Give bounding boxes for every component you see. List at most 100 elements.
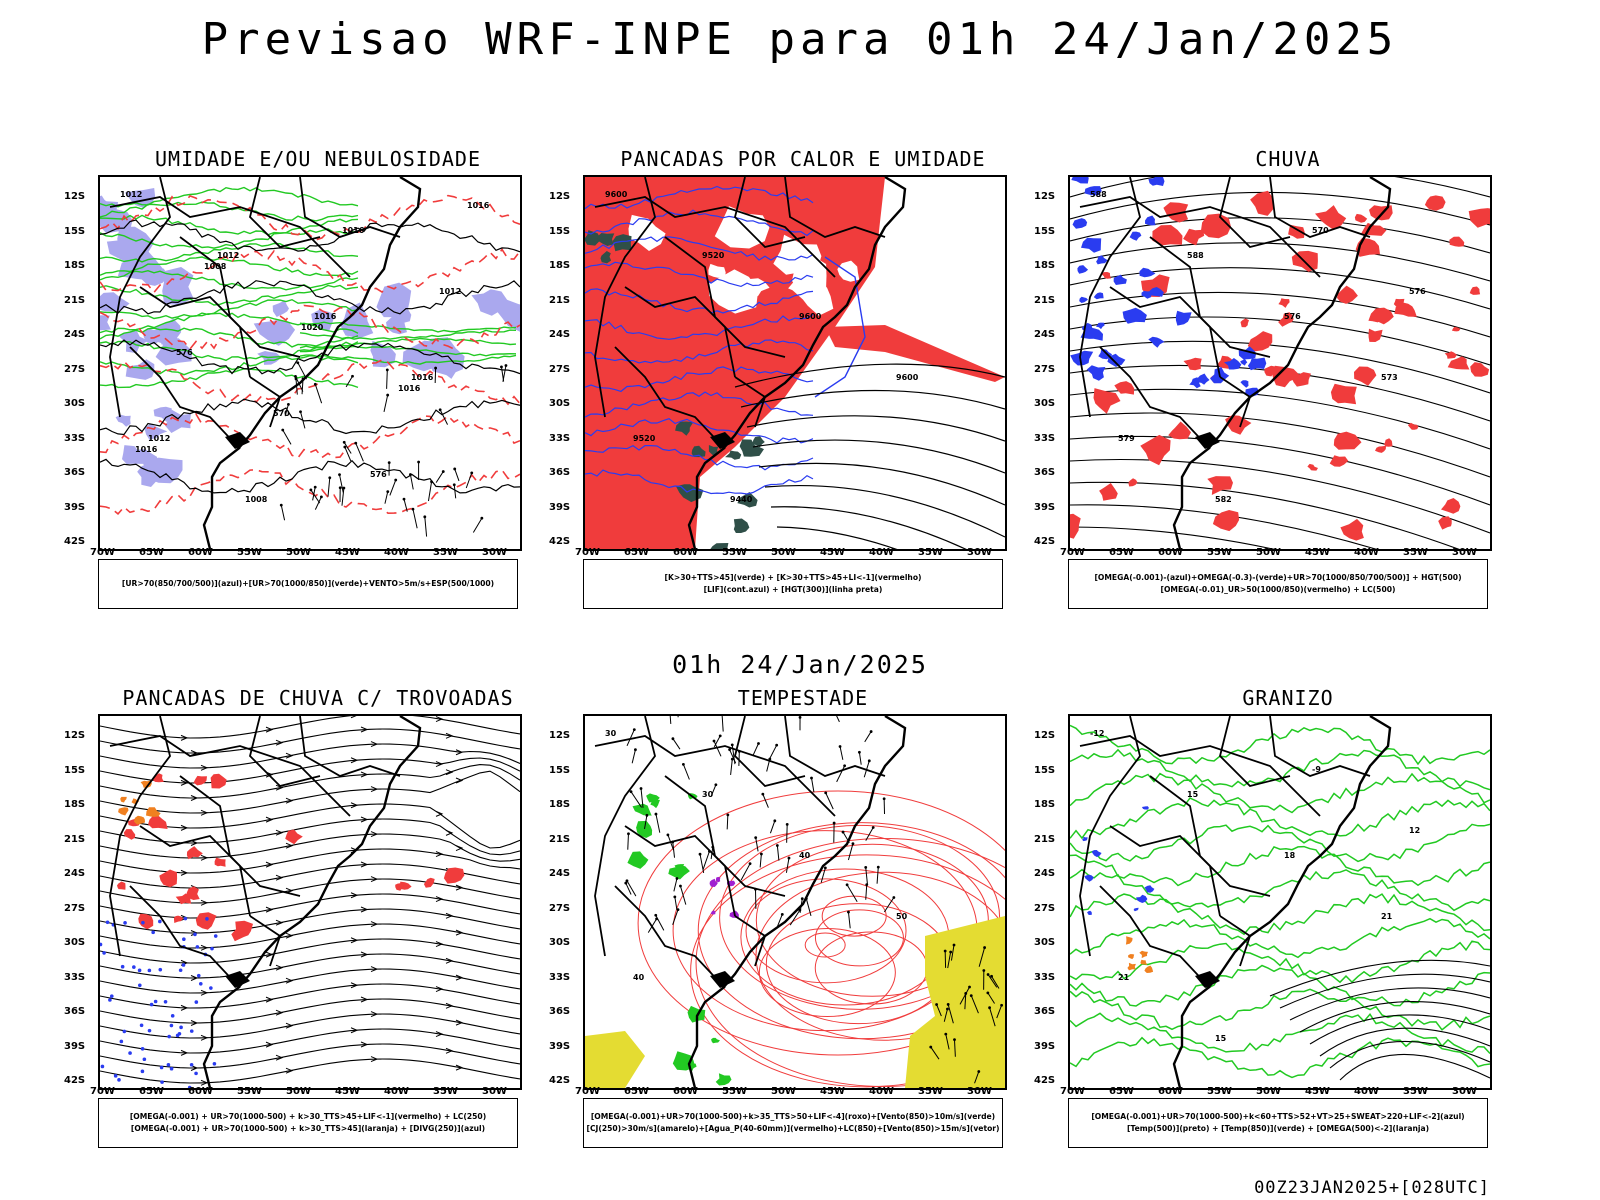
country-border xyxy=(1219,177,1291,248)
wind-vector xyxy=(847,843,854,861)
contour-label: 40 xyxy=(633,973,645,982)
divergence-dot xyxy=(159,1065,164,1070)
lat-tick-label: 33S xyxy=(1034,971,1056,983)
divergence-dot xyxy=(151,930,155,935)
lon-tick-label: 30W xyxy=(967,1086,992,1097)
rain-area-blue xyxy=(1113,274,1127,285)
contour-label: 30 xyxy=(702,790,714,799)
wind-vector xyxy=(786,824,788,843)
legend-box: [OMEGA(-0.001)+UR>70(1000-500)+k>35_TTS>… xyxy=(583,1098,1003,1148)
rain-area-blue xyxy=(1148,177,1165,186)
wind-vector-head xyxy=(864,865,868,869)
wind-vector xyxy=(776,845,780,861)
wind-vector xyxy=(930,1046,940,1060)
green-convection-area xyxy=(710,543,729,549)
lon-tick-label: 45W xyxy=(820,547,845,558)
lat-tick-label: 27S xyxy=(1034,902,1056,914)
wind-vector xyxy=(672,909,679,926)
wind-vector-head xyxy=(718,734,722,738)
legend-line: [Temp(500)](preto) + [Temp(850)](verde) … xyxy=(1126,1124,1430,1133)
streamline xyxy=(100,764,520,799)
wind-vector-head xyxy=(354,441,358,445)
rain-area xyxy=(1168,421,1191,440)
streamline xyxy=(100,716,520,739)
wind-vector-head xyxy=(624,881,628,885)
wind-vector xyxy=(702,851,710,870)
temp500-contour xyxy=(1329,1040,1490,1069)
lon-tick-label: 55W xyxy=(722,1086,747,1097)
lat-tick-label: 12S xyxy=(64,191,86,202)
wind-vector xyxy=(327,477,331,497)
streamline-arrow xyxy=(360,996,369,1003)
temp500-contour xyxy=(1299,1000,1490,1033)
temp850-contour xyxy=(1070,940,1490,984)
wind-vector-head xyxy=(453,467,457,471)
rain-area-blue xyxy=(1238,346,1257,360)
wind-vector-head xyxy=(294,375,297,378)
contour-label: 9520 xyxy=(633,434,656,443)
panel-title: CHUVA xyxy=(1255,147,1321,171)
map-frame: 588 588 576 573 579 582 570 576 xyxy=(1068,175,1492,551)
lat-tick-label: 33S xyxy=(1034,432,1056,444)
lon-tick-label: 30W xyxy=(1452,547,1477,558)
lat-tick-label: 36S xyxy=(549,1006,571,1017)
temp500-contour xyxy=(1289,987,1490,1021)
map-frame: 1012 1012 1016 1016 1012 1008 1016 1012 576 570 57… xyxy=(98,175,522,551)
thunderstorm-area xyxy=(423,877,435,888)
streamline-arrow xyxy=(200,1079,209,1086)
streamline-arrow xyxy=(200,899,209,906)
divergence-dot xyxy=(170,1014,175,1018)
wind-vector-head xyxy=(387,461,391,465)
lon-tick-label: 50W xyxy=(771,547,796,558)
streamline-arrow xyxy=(455,1019,464,1026)
contour-label: 573 xyxy=(1381,373,1398,382)
country-border xyxy=(1219,915,1252,967)
wind-vector xyxy=(789,909,801,926)
lat-tick-label: 18S xyxy=(1034,799,1056,810)
humidity-contour xyxy=(100,242,359,263)
lon-tick-label: 30W xyxy=(482,1086,507,1097)
divergence-dot xyxy=(147,1028,152,1033)
rain-area xyxy=(1444,351,1457,359)
divergence-dot xyxy=(166,1063,171,1067)
rain-area xyxy=(1247,331,1273,352)
wind-vector-head xyxy=(824,791,828,795)
precipitable-water-contour xyxy=(814,909,904,967)
wind-vector xyxy=(876,867,879,884)
thickness-contour xyxy=(100,304,520,351)
lon-tick-label: 35W xyxy=(918,547,943,558)
storm-area xyxy=(709,878,718,887)
wind-vector xyxy=(759,853,762,868)
wind-vector-head xyxy=(871,826,875,829)
thunderstorm-area xyxy=(395,883,405,891)
humidity-contour xyxy=(100,228,359,249)
country-border xyxy=(1219,716,1291,787)
streamline-arrow xyxy=(285,932,294,939)
wind-vector-head xyxy=(402,497,406,501)
humidity-contour xyxy=(100,368,359,389)
humidity-area xyxy=(100,315,111,331)
streamline-arrow xyxy=(350,716,357,719)
rain-area-blue xyxy=(1122,307,1147,324)
streamline-arrow xyxy=(455,749,464,756)
humidity-area xyxy=(311,309,334,332)
streamline-arrow xyxy=(180,734,189,741)
height-contour xyxy=(758,462,1005,506)
wind-vector xyxy=(673,878,678,892)
wind-vector xyxy=(465,472,473,489)
rain-area-blue xyxy=(1240,358,1248,366)
wind-vector xyxy=(280,505,286,521)
divergence-dot xyxy=(137,968,142,973)
lat-tick-label: 36S xyxy=(1034,467,1056,478)
thunderstorm-area xyxy=(186,846,203,860)
temp500-contour xyxy=(1319,1027,1490,1057)
clear-area xyxy=(628,214,666,251)
lon-tick-label: 45W xyxy=(1305,547,1330,558)
lifted-index-contour xyxy=(585,209,814,237)
streamline-arrow xyxy=(435,716,444,723)
geopotential-contour xyxy=(1070,458,1490,534)
country-border xyxy=(734,915,767,967)
lat-tick-label: 39S xyxy=(549,1040,571,1052)
panel-title: UMIDADE E/OU NEBULOSIDADE xyxy=(154,147,482,171)
legend-box: [OMEGA(-0.001)+UR>70(1000-500)+k<60+TTS>… xyxy=(1068,1098,1488,1148)
